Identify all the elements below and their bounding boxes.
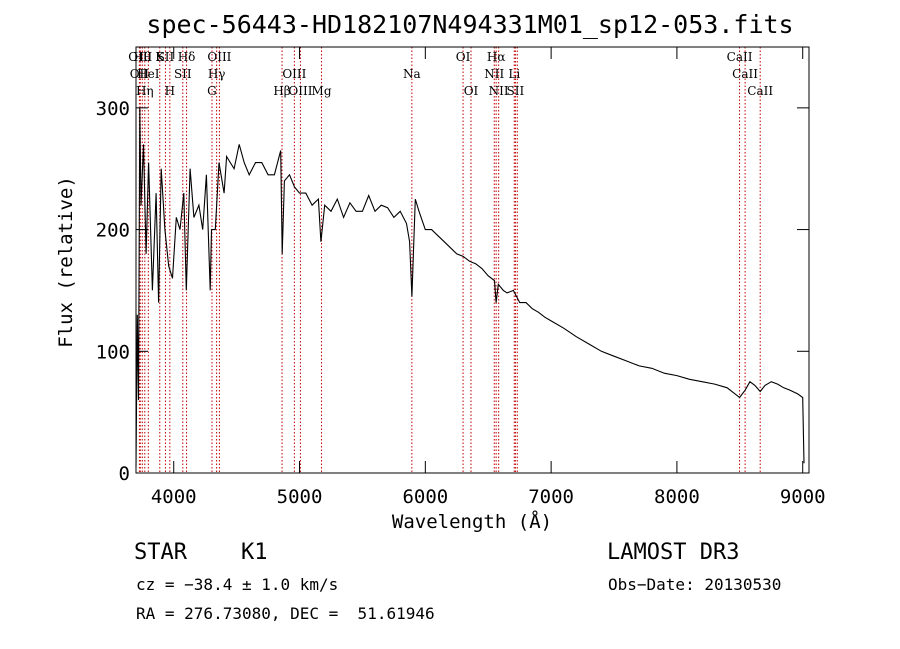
x-axis-title: Wavelength (Å): [392, 510, 552, 533]
plot-frame: [135, 46, 810, 474]
flux-series-line: [135, 107, 805, 467]
object-class: STAR: [134, 540, 187, 565]
line-label: SII: [157, 50, 175, 64]
line-label: OIII: [288, 84, 312, 98]
line-label: H: [165, 84, 175, 98]
line-label: SII: [507, 84, 525, 98]
line-label: OI: [456, 50, 471, 64]
line-label: Li: [508, 67, 520, 81]
observation-date: Obs−Date: 20130530: [608, 575, 782, 594]
y-tick-label: 200: [96, 220, 130, 242]
line-label: Hγ: [208, 67, 226, 81]
x-tick-label: 9000: [780, 486, 826, 508]
line-label: Hδ: [178, 50, 196, 64]
line-label: CaII: [727, 50, 753, 64]
y-axis-title: Flux (relative): [55, 176, 77, 348]
x-tick-label: 5000: [277, 486, 323, 508]
line-label: Hβ: [273, 84, 290, 98]
axis-ticks: 4000 5000 6000 7000 8000 9000 0 100 200 300: [96, 47, 826, 508]
line-label: OIII: [282, 67, 306, 81]
line-label: OII: [130, 67, 150, 81]
line-label: OI: [464, 84, 479, 98]
line-label: Hα: [487, 50, 506, 64]
y-tick-label: 100: [96, 341, 130, 363]
chart-title: spec-56443-HD182107N494331M01_sp12-053.f…: [146, 10, 793, 39]
spectral-subclass: K1: [241, 540, 268, 565]
redshift-cz: cz = −38.4 ± 1.0 km/s: [136, 575, 339, 594]
x-tick-label: 8000: [654, 486, 700, 508]
line-label: SII: [174, 67, 192, 81]
line-label: Hη: [136, 84, 154, 98]
line-label: HeI: [137, 67, 160, 81]
emission-line-markers: [138, 47, 761, 473]
line-label: Na: [403, 67, 421, 81]
line-label: CaII: [747, 84, 773, 98]
coordinates: RA = 276.73080, DEC = 51.61946: [136, 604, 435, 623]
x-tick-label: 6000: [402, 486, 448, 508]
line-label: K: [155, 50, 165, 64]
x-tick-label: 7000: [528, 486, 574, 508]
line-label: NII: [484, 67, 504, 81]
x-tick-label: 4000: [151, 486, 197, 508]
y-tick-label: 300: [96, 98, 130, 120]
y-tick-label: 0: [119, 463, 130, 485]
line-label: NII: [489, 84, 509, 98]
line-label: Hθ: [133, 50, 151, 64]
line-label: OIII: [207, 50, 231, 64]
survey-name: LAMOST DR3: [607, 540, 740, 565]
line-label: CaII: [732, 67, 758, 81]
line-label: G: [207, 84, 217, 98]
line-label: OIII: [128, 50, 152, 64]
line-label: Mg: [312, 84, 332, 98]
